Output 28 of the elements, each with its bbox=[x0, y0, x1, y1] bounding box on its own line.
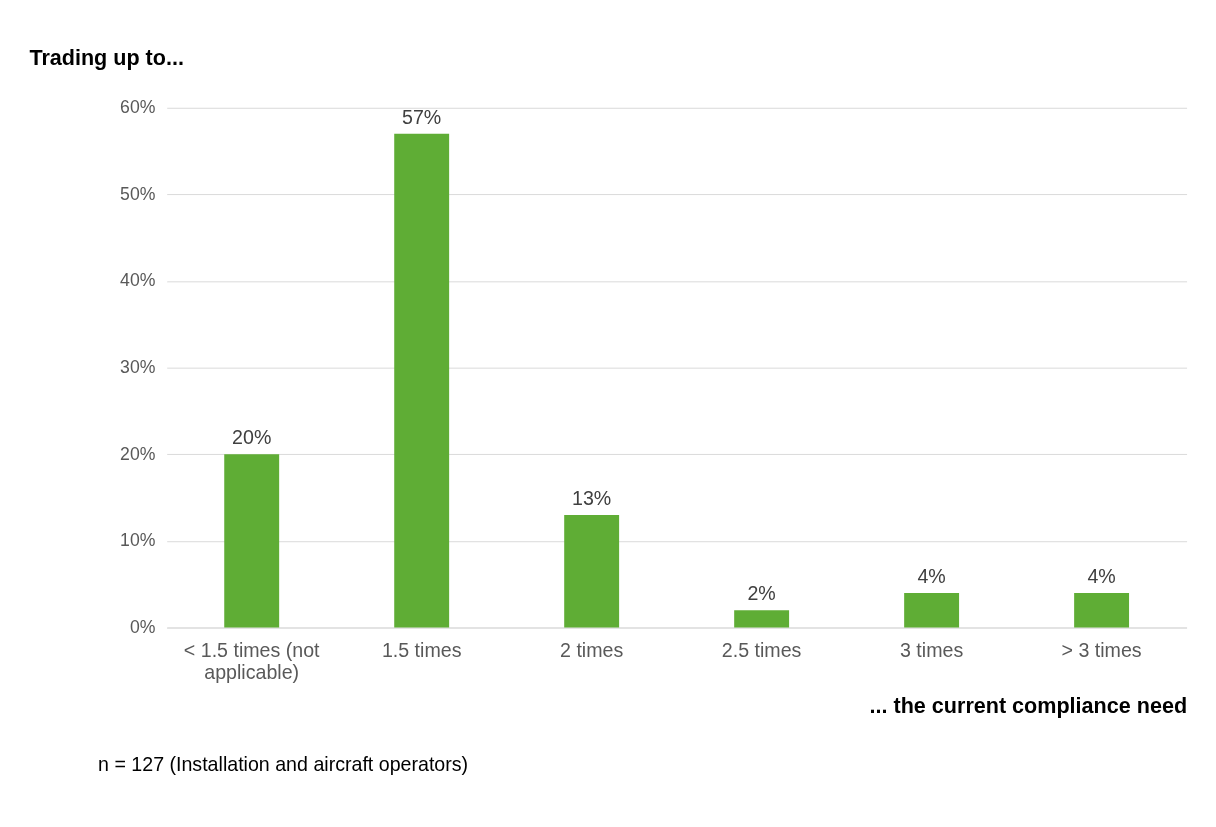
x-tick-label: 1.5 times bbox=[381, 639, 462, 662]
data-label: 2% bbox=[747, 582, 776, 605]
data-label: 13% bbox=[572, 487, 612, 510]
data-label: 57% bbox=[402, 105, 442, 128]
data-label: 20% bbox=[232, 426, 272, 449]
y-tick-label: 40% bbox=[120, 270, 156, 291]
y-tick-label: 50% bbox=[120, 183, 156, 204]
bar bbox=[394, 133, 450, 628]
x-tick-label: < 1.5 times (not applicable) bbox=[183, 639, 321, 684]
data-label: 4% bbox=[917, 565, 946, 588]
x-tick-label: 2.5 times bbox=[721, 639, 802, 662]
bar bbox=[564, 514, 620, 628]
y-tick-label: 10% bbox=[120, 530, 156, 551]
bar bbox=[1074, 592, 1130, 628]
x-tick-label: 3 times bbox=[900, 639, 964, 662]
bar bbox=[224, 454, 280, 628]
bar bbox=[904, 592, 960, 628]
chart-title: Trading up to... bbox=[29, 44, 184, 70]
y-tick-label: 0% bbox=[129, 616, 156, 637]
y-tick-label: 60% bbox=[120, 97, 156, 118]
y-tick-label: 30% bbox=[120, 357, 156, 378]
y-tick-label: 20% bbox=[120, 443, 156, 464]
x-axis-title: ... the current compliance need bbox=[869, 693, 1188, 719]
text: n = 127 (Installation and aircraft operators) bbox=[98, 752, 469, 775]
x-tick-label: 2 times bbox=[560, 639, 624, 662]
data-label: 4% bbox=[1087, 565, 1116, 588]
bar bbox=[734, 610, 790, 628]
x-tick-label: > 3 times bbox=[1061, 639, 1142, 662]
